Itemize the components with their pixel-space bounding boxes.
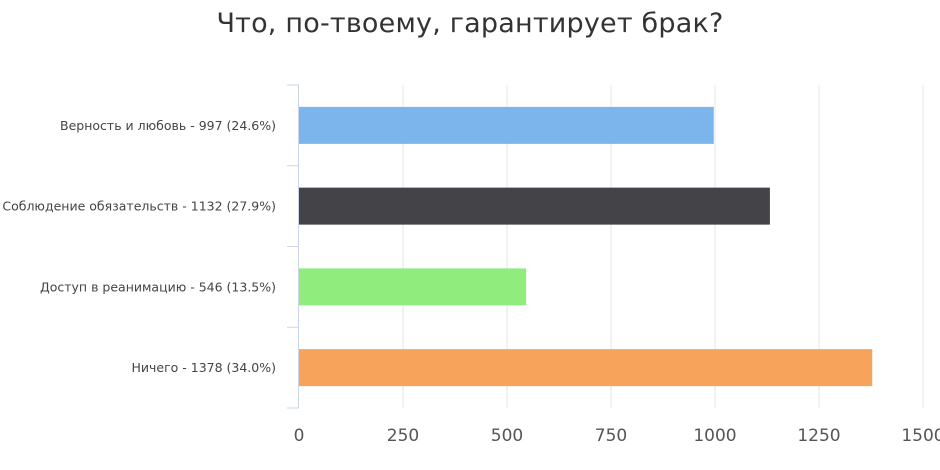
x-tick-label-1000: 1000 [693,426,736,446]
category-label-4: Ничего - 1378 (34.0%) [131,360,276,375]
x-tick-label-500: 500 [491,426,523,446]
category-labels: Верность и любовь - 997 (24.6%) Соблюдени… [2,118,276,375]
bar-4[interactable] [299,349,873,387]
x-tick-label-1500: 1500 [901,426,940,446]
category-label-3: Доступ в реанимацию - 546 (13.5%) [40,279,276,294]
bar-3[interactable] [299,268,527,306]
x-tick-label-1250: 1250 [797,426,840,446]
category-label-2: Соблюдение обязательств - 1132 (27.9%) [2,199,276,214]
x-tick-label-250: 250 [387,426,419,446]
category-axis [287,84,299,409]
bars [299,106,873,387]
bar-1[interactable] [299,106,714,144]
category-label-1: Верность и любовь - 997 (24.6%) [60,118,276,133]
x-tick-label-0: 0 [294,426,305,446]
value-axis-labels: 0 250 500 750 1000 1250 1500 [294,426,940,446]
x-tick-label-750: 750 [595,426,627,446]
chart-title: Что, по-твоему, гарантирует брак? [216,8,724,39]
bar-2[interactable] [299,187,770,225]
